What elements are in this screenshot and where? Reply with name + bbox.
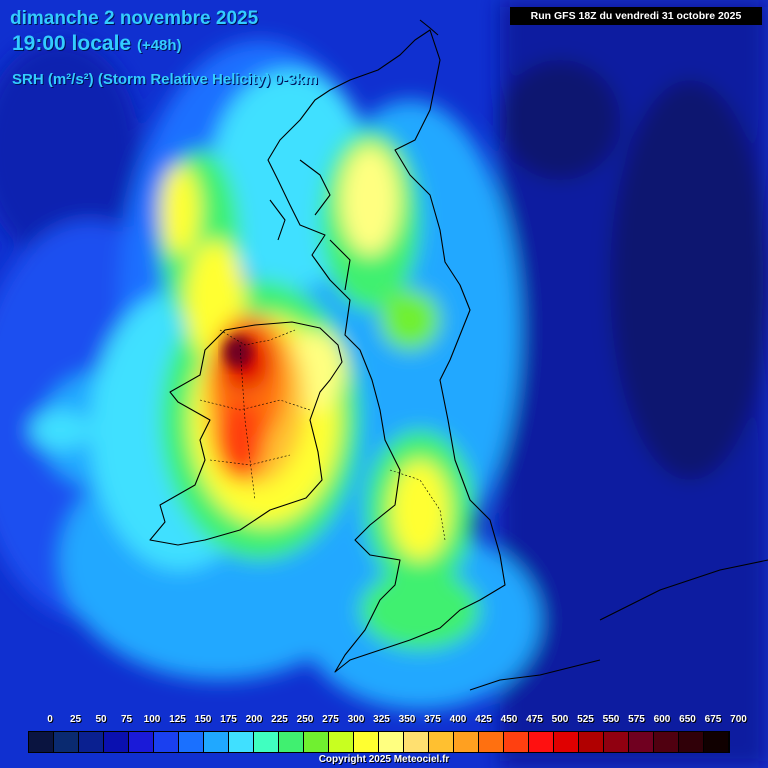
forecast-time: 19:00 locale (+48h) [12,32,182,56]
great-britain-coast [267,29,506,673]
legend-label: 175 [220,714,237,725]
legend-swatch [204,732,229,752]
legend-label: 600 [653,714,671,725]
legend-label: 50 [95,714,107,725]
legend-color-bar [28,731,730,753]
legend-label: 700 [730,714,747,725]
legend-swatch [104,732,129,752]
legend-swatch [479,732,504,752]
legend-label: 125 [169,714,186,725]
legend-label: 25 [69,714,82,725]
forecast-date: dimanche 2 novembre 2025 [10,8,259,29]
legend-swatch [29,732,54,752]
legend-label: 275 [322,714,339,725]
forecast-time-label: 19:00 locale [12,32,132,55]
legend-swatch [179,732,204,752]
legend-label: 475 [526,714,543,725]
legend-label: 525 [577,714,594,725]
legend-swatch [429,732,454,752]
legend-label: 200 [245,714,263,725]
legend-swatch [629,732,654,752]
run-info-box: Run GFS 18Z du vendredi 31 octobre 2025 [510,7,762,25]
legend-label: 300 [347,714,365,725]
legend-swatch [404,732,429,752]
legend-label: 550 [602,714,620,725]
legend-label: 425 [475,714,492,725]
legend-swatch [54,732,79,752]
legend-swatch [554,732,579,752]
forecast-lead: (+48h) [136,37,182,54]
legend-label: 400 [449,714,467,725]
legend-label: 75 [120,714,133,725]
legend-swatch [454,732,479,752]
legend-label: 250 [296,714,314,725]
coastlines [149,19,768,691]
legend-swatch [154,732,179,752]
legend-swatch [354,732,379,752]
legend-label: 675 [704,714,722,725]
ireland-coast [149,321,343,546]
internal-borders [199,329,446,541]
copyright-text: Copyright 2025 Meteociel.fr [318,754,450,765]
legend-swatch [379,732,404,752]
legend-swatch [704,732,729,752]
legend-swatch [679,732,704,752]
continent-coast [639,559,768,601]
legend-label: 100 [143,714,161,725]
legend-swatch [504,732,529,752]
legend-label: 650 [679,714,696,725]
legend-swatch [329,732,354,752]
legend-swatch [79,732,104,752]
legend-swatch [304,732,329,752]
legend-label: 450 [500,714,518,725]
legend-swatch [604,732,629,752]
legend-label: 500 [551,714,569,725]
legend-label: 225 [271,714,288,725]
legend-swatch [279,732,304,752]
legend-swatch [229,732,254,752]
legend-swatch [529,732,554,752]
legend-label: 575 [628,714,645,725]
legend-swatch [129,732,154,752]
legend-label: 375 [424,714,441,725]
legend-swatch [254,732,279,752]
legend-swatch [654,732,679,752]
legend-label: 325 [373,714,390,725]
legend-label: 350 [398,714,416,725]
legend-label: 150 [194,714,212,725]
legend-swatch [579,732,604,752]
legend-labels: 0 25 50 75 100 125 150 175 200 225 250 275 300 325 350… [28,714,748,728]
parameter-title: SRH (m²/s²) (Storm Relative Helicity) 0-… [12,71,318,88]
srh-core [224,336,252,368]
legend-label: 0 [47,714,53,725]
